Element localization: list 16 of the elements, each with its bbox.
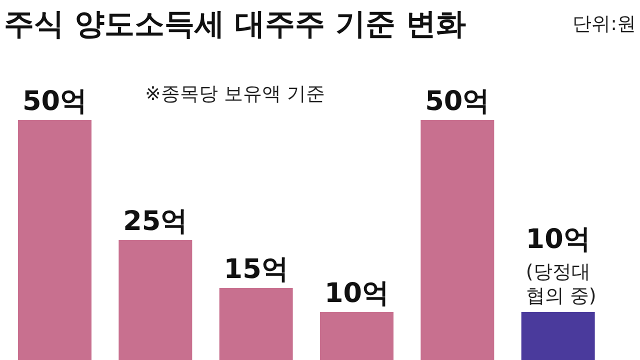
text: 단위:원 (572, 13, 636, 35)
data-label: 25억 (123, 206, 188, 237)
data-label: 15억 (224, 254, 288, 285)
bar (118, 240, 192, 360)
data-label: 10억 (526, 224, 590, 255)
bar (320, 312, 394, 360)
chart-title: 주식 양도소득세 대주주 기준 변화 (4, 7, 466, 42)
data-label: 50억 (425, 86, 490, 117)
chart-subtitle: ※종목당 보유액 기준 (145, 83, 325, 105)
data-label: 50억 (22, 86, 88, 117)
bar (219, 288, 293, 360)
bar (420, 120, 494, 360)
annotation: (당정대 협의 중) (520, 261, 596, 307)
bar (521, 312, 595, 360)
data-label: 10억 (324, 278, 390, 309)
bar (18, 120, 92, 360)
